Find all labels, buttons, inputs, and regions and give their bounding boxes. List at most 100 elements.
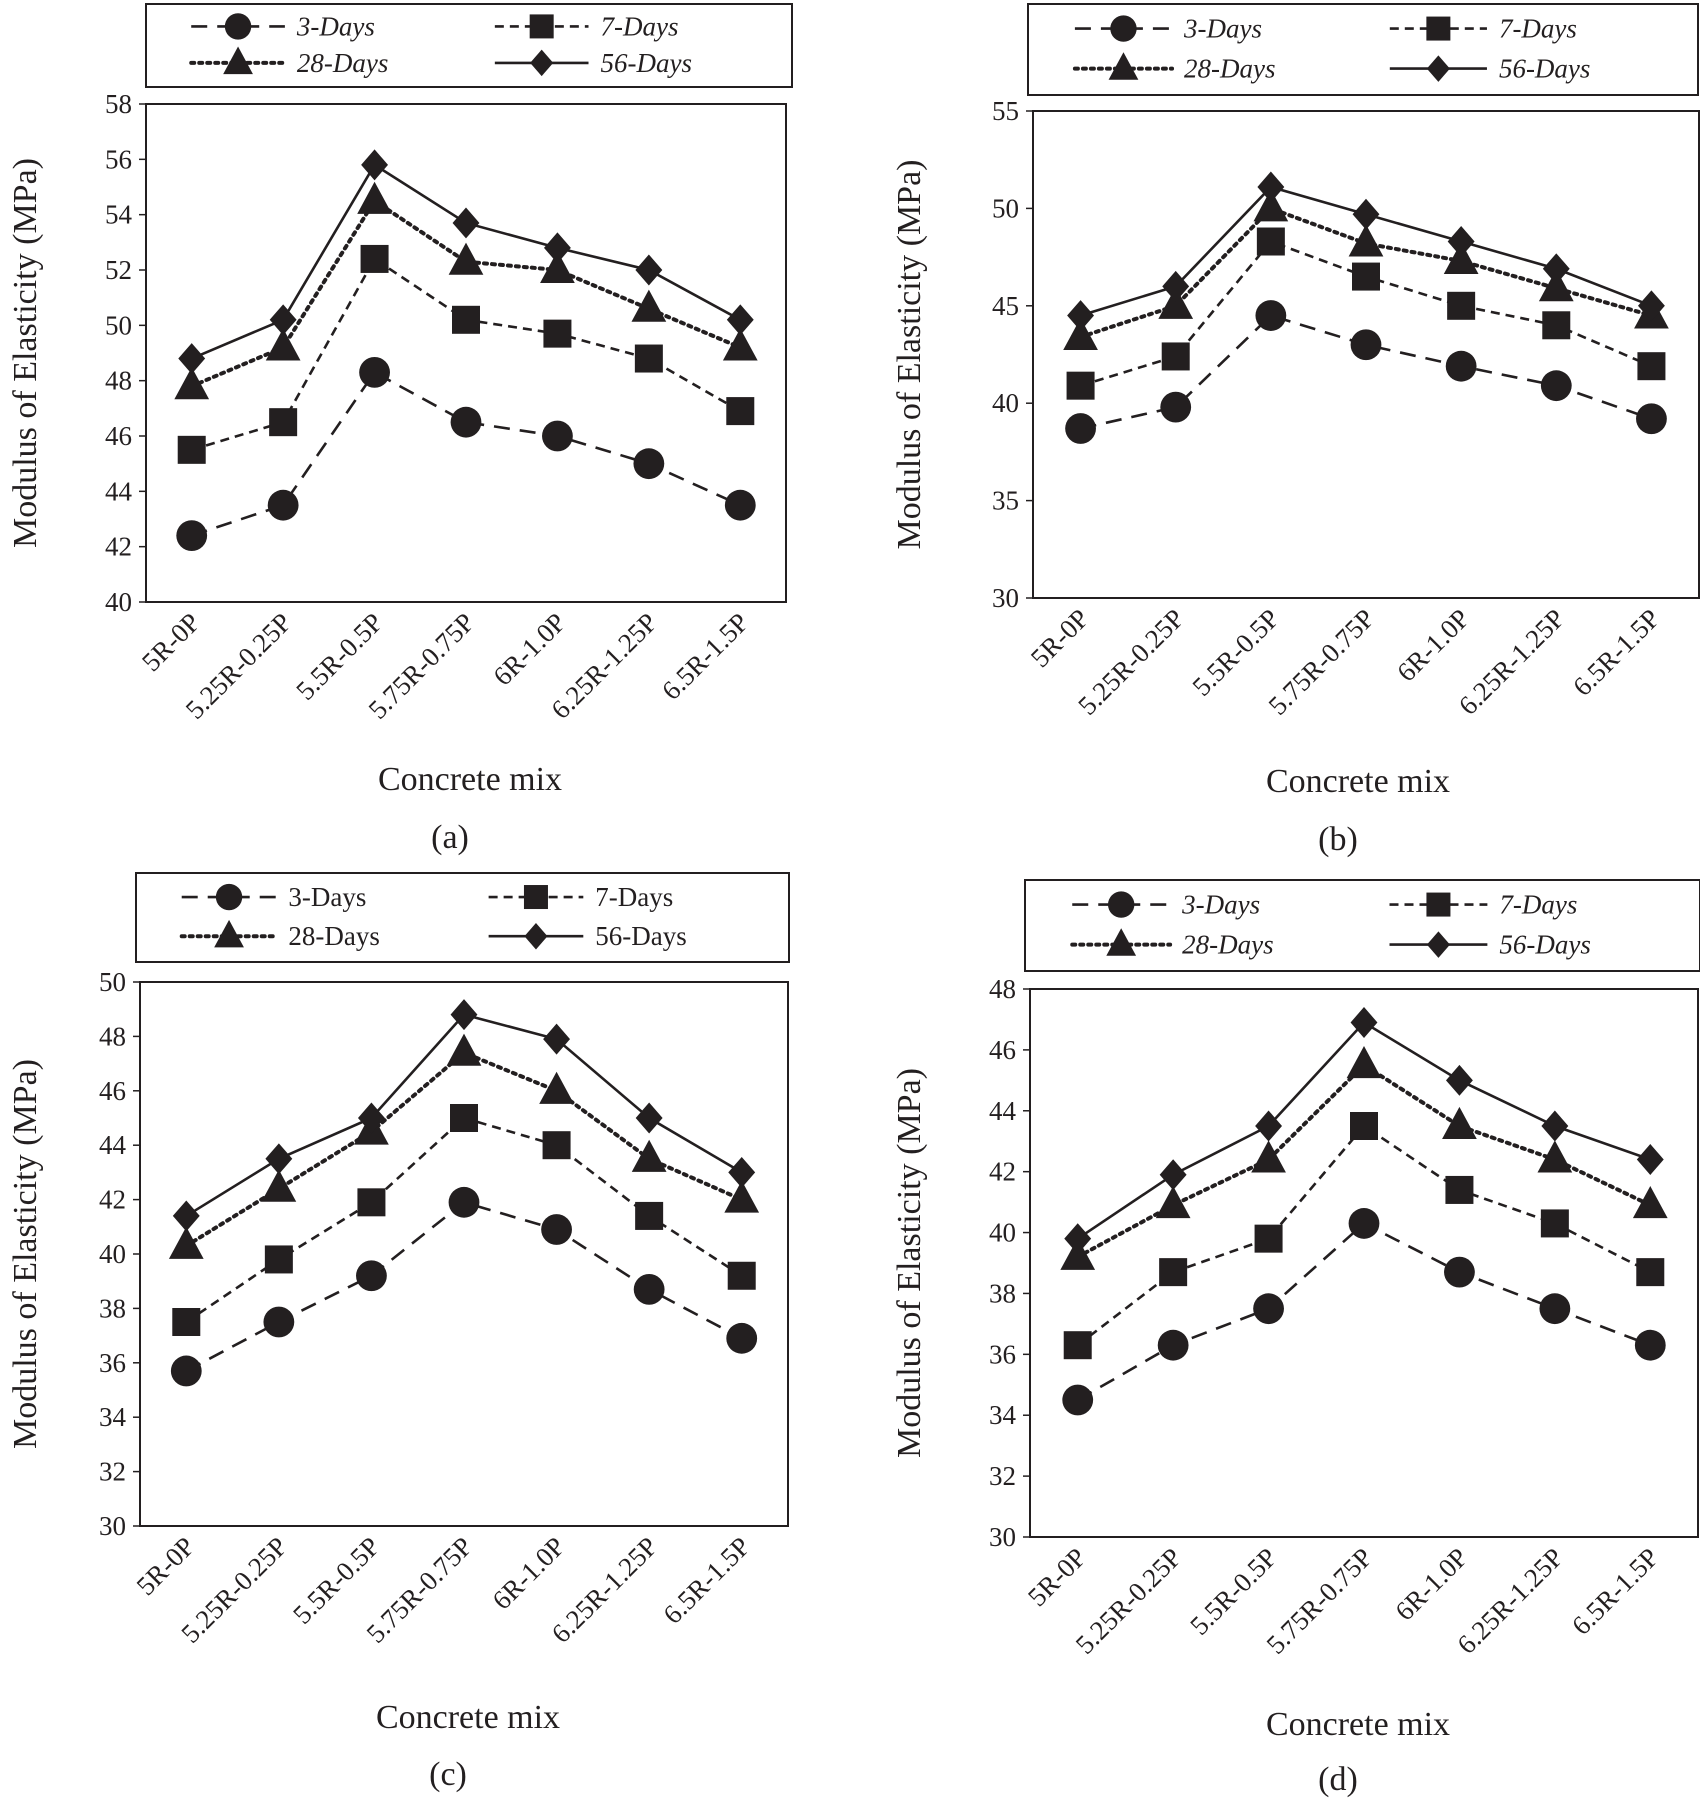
legend-marker (1426, 55, 1450, 82)
x-tick-label: 6R-1.0P (1389, 1542, 1473, 1626)
data-point (1445, 1064, 1473, 1096)
data-point (539, 1071, 574, 1104)
data-point (1352, 198, 1380, 230)
legend-label: 7-Days (601, 11, 679, 41)
data-point (1537, 1140, 1573, 1173)
legend-label: 7-Days (595, 882, 673, 912)
y-tick-label: 38 (989, 1278, 1016, 1308)
data-point (359, 356, 390, 388)
x-tick-label: 5.5R-0.5P (1186, 603, 1285, 702)
y-tick-label: 46 (105, 421, 132, 451)
y-tick-label: 46 (99, 1076, 126, 1106)
y-axis-title: Modulus of Elasticity (MPa) (7, 1059, 44, 1449)
data-point (172, 1308, 201, 1336)
y-tick-label: 48 (99, 1021, 126, 1051)
data-point (1634, 1329, 1666, 1361)
data-point (1348, 224, 1384, 257)
plot-area-frame (1032, 110, 1700, 599)
data-point (1253, 189, 1289, 222)
legend-marker (1110, 15, 1137, 42)
legend-label: 28-Days (1184, 54, 1275, 84)
data-point (1063, 1331, 1092, 1360)
chart-panel: 303234363840424446485R-0P5.25R-0.25P5.5R… (891, 879, 1700, 1798)
panel-caption: (b) (1318, 821, 1358, 858)
data-point (265, 328, 301, 361)
data-point (726, 397, 755, 426)
y-tick-label: 56 (105, 144, 132, 174)
legend-marker (215, 883, 243, 911)
y-tick-label: 48 (105, 366, 132, 396)
data-point (1350, 1112, 1378, 1140)
data-point (1253, 1293, 1284, 1325)
data-point (724, 1180, 760, 1213)
x-tick-label: 6.5R-1.5P (1567, 603, 1666, 702)
legend-box (135, 872, 790, 963)
data-point (452, 207, 480, 239)
data-point (1346, 1046, 1382, 1079)
data-point (1158, 286, 1194, 319)
legend-marker (1426, 892, 1451, 917)
data-point (633, 448, 665, 480)
data-point (1159, 1258, 1188, 1287)
data-point (1442, 1106, 1477, 1140)
data-point (265, 1143, 293, 1175)
legend-label: 56-Days (601, 48, 692, 78)
y-tick-label: 50 (99, 967, 126, 997)
legend-marker (523, 885, 548, 910)
data-point (1445, 350, 1477, 382)
data-point (267, 489, 299, 521)
y-axis-title: Modulus of Elasticity (MPa) (891, 1068, 928, 1458)
chart-panel: 30323436384042444648505R-0P5.25R-0.25P5.… (7, 872, 790, 1793)
legend-marker (524, 922, 548, 950)
y-tick-label: 46 (989, 1035, 1016, 1065)
data-point (1066, 371, 1095, 400)
data-point (634, 344, 663, 373)
data-point (542, 420, 573, 452)
data-point (172, 1200, 200, 1232)
legend-label: 7-Days (1499, 890, 1577, 920)
data-point (356, 1260, 387, 1292)
panel-caption: (c) (429, 1756, 467, 1793)
data-point (450, 406, 482, 438)
data-point (1161, 342, 1190, 371)
data-point (269, 304, 297, 336)
y-tick-label: 38 (99, 1293, 126, 1323)
panel-caption: (a) (431, 819, 469, 856)
legend-label: 56-Days (1499, 54, 1590, 84)
chart-panel: 3035404550555R-0P5.25R-0.25P5.5R-0.5P5.7… (891, 3, 1700, 858)
data-point (261, 1169, 297, 1202)
data-point (361, 149, 389, 181)
x-tick-label: 6.5R-1.5P (1566, 1542, 1665, 1641)
y-tick-label: 44 (989, 1096, 1017, 1126)
data-point (448, 1186, 480, 1218)
legend-marker (1107, 891, 1135, 918)
data-point (448, 242, 484, 275)
data-point (722, 328, 758, 361)
data-point (1256, 227, 1285, 256)
x-tick-label: 5.5R-0.5P (1184, 1542, 1283, 1641)
data-point (1064, 1223, 1092, 1255)
data-point (1636, 1258, 1665, 1287)
data-point (1540, 370, 1572, 402)
y-tick-label: 42 (989, 1157, 1016, 1187)
data-point (1540, 1209, 1569, 1238)
data-point (726, 304, 754, 336)
y-tick-label: 54 (105, 200, 133, 230)
y-tick-label: 32 (989, 1461, 1016, 1491)
y-tick-label: 40 (99, 1239, 126, 1269)
legend-label: 28-Days (297, 48, 388, 78)
data-point (1062, 1384, 1094, 1416)
legend-box (1027, 3, 1699, 96)
x-tick-label: 6R-1.0P (1391, 603, 1475, 687)
legend-label: 3-Days (296, 11, 375, 41)
data-point (1447, 291, 1476, 320)
legend-label: 3-Days (288, 882, 366, 912)
x-axis-title: Concrete mix (376, 1699, 560, 1736)
data-point (1542, 253, 1570, 285)
data-point (1350, 329, 1382, 361)
legend-box (1024, 879, 1700, 972)
x-axis-title: Concrete mix (378, 761, 562, 798)
legend-marker (1426, 931, 1450, 958)
panel-caption: (d) (1318, 1761, 1358, 1798)
y-axis-title: Modulus of Elasticity (MPa) (891, 159, 928, 549)
